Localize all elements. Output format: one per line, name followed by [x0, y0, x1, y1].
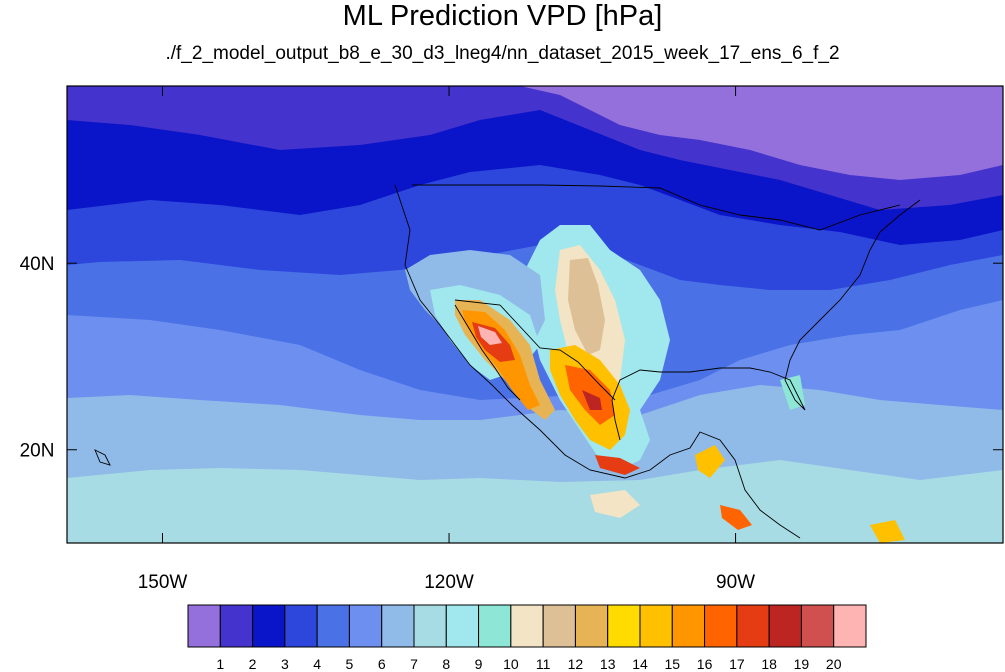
hawaii-outline — [94, 449, 111, 466]
y-tick-label: 20N — [20, 441, 55, 462]
colorbar-swatch — [800, 604, 835, 648]
vpd-band-20 — [478, 326, 502, 345]
vpd-band-19 — [582, 390, 602, 410]
colorbar-label: 13 — [600, 656, 616, 672]
colorbar-swatch — [252, 604, 286, 648]
vpd-band-18-south — [595, 455, 640, 475]
vpd-band-15-sa — [870, 520, 905, 543]
vpd-band-12 — [568, 258, 605, 355]
colorbar-label: 5 — [346, 656, 354, 672]
colorbar-swatch — [381, 604, 415, 648]
map-axis-ticks: 150W 120W 90W 40N 20N — [20, 86, 1003, 593]
colorbar-swatch — [510, 604, 544, 648]
colorbar-label: 16 — [697, 656, 713, 672]
colorbar-label: 15 — [664, 656, 680, 672]
colorbar-label: 17 — [729, 656, 745, 672]
colorbar-swatch — [187, 604, 221, 648]
us-canada-border — [412, 184, 901, 231]
vpd-band-15-ca — [695, 445, 725, 478]
colorbar: 1 2 3 4 5 6 7 8 9 10 11 12 13 14 15 16 17 18 19 20 — [187, 604, 867, 672]
x-tick-label: 120W — [424, 572, 474, 593]
map-subtitle: ./f_2_model_output_b8_e_30_d3_lneg4/nn_d… — [165, 43, 840, 64]
colorbar-swatch — [736, 604, 770, 648]
coastlines — [94, 184, 921, 539]
colorbar-swatch — [607, 604, 641, 648]
colorbar-swatch — [219, 604, 254, 648]
vpd-band-1 — [520, 86, 1003, 180]
vpd-band-17-ca — [720, 505, 752, 530]
colorbar-label: 1 — [216, 656, 224, 672]
colorbar-label: 3 — [281, 656, 289, 672]
us-mexico-border — [454, 299, 616, 401]
colorbar-label: 7 — [410, 656, 418, 672]
x-tick-label: 150W — [138, 572, 188, 593]
gulf-atlantic-coastline — [611, 199, 921, 441]
colorbar-swatch — [671, 604, 706, 648]
pacific-coastline — [394, 184, 801, 539]
colorbar-swatch — [542, 604, 576, 648]
baja-peninsula-line — [454, 304, 521, 401]
colorbar-label: 19 — [794, 656, 810, 672]
colorbar-swatch — [833, 604, 867, 648]
colorbar-label: 2 — [249, 656, 257, 672]
colorbar-label: 11 — [536, 656, 551, 672]
colorbar-label: 9 — [475, 656, 483, 672]
colorbar-label: 8 — [442, 656, 450, 672]
colorbar-swatch — [316, 604, 350, 648]
colorbar-label: 6 — [378, 656, 386, 672]
colorbar-label: 18 — [761, 656, 777, 672]
colorbar-swatch — [478, 604, 512, 648]
vpd-band-10-florida — [780, 375, 805, 410]
colorbar-swatch — [413, 604, 447, 648]
colorbar-swatch — [768, 604, 802, 648]
y-tick-label: 40N — [20, 254, 55, 275]
colorbar-swatch — [639, 604, 673, 648]
colorbar-label: 10 — [503, 656, 519, 672]
colorbar-swatch — [284, 604, 318, 648]
map-title: ML Prediction VPD [hPa] — [342, 0, 663, 32]
colorbar-swatch — [348, 604, 383, 648]
colorbar-swatch — [704, 604, 738, 648]
colorbar-label: 4 — [313, 656, 321, 672]
vpd-field — [67, 86, 1003, 543]
colorbar-label: 12 — [568, 656, 584, 672]
vpd-band-11-south — [590, 490, 640, 518]
map-frame — [66, 85, 1004, 544]
colorbar-swatch — [574, 604, 609, 648]
colorbar-swatch — [445, 604, 480, 648]
colorbar-label: 14 — [632, 656, 648, 672]
x-tick-label: 90W — [716, 572, 755, 593]
colorbar-label: 20 — [826, 656, 842, 672]
